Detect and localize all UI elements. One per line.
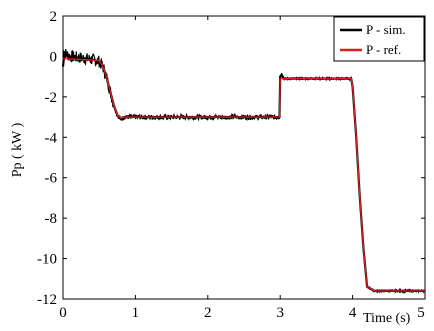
legend-label-ref: P - ref. [366,42,401,57]
series-layer [61,48,426,295]
x-tick-label: 4 [349,305,357,321]
legend: P - sim. P - ref. [333,16,425,62]
series-line-ref [62,57,425,292]
y-tick-label: -6 [45,171,58,187]
y-axis-label: Pp ( kW ) [10,122,25,177]
y-tick-label: -8 [45,211,58,227]
x-tick-label: 0 [59,305,67,321]
x-axis-label: Time (s) [363,311,411,326]
x-tick-label: 5 [417,305,425,321]
legend-box [333,16,425,62]
plot-area-frame [62,15,426,300]
x-tick-label: 2 [204,305,212,321]
y-tick-label: -12 [37,292,57,308]
y-tick-label: -4 [45,130,58,146]
x-tick-label: 1 [132,305,140,321]
y-tick-label: 0 [50,49,58,65]
y-tick-label: -10 [37,252,57,268]
axis-ticks: 0 1 2 3 4 5 2 0 -2 -4 -6 -8 -10 -12 [37,9,426,321]
x-tick-label: 3 [276,305,284,321]
y-tick-label: -2 [45,90,58,106]
x-axis-label-bg [360,308,418,326]
legend-label-sim: P - sim. [366,22,406,37]
y-tick-label: 2 [50,9,58,25]
series-line-sim [61,50,425,293]
series-sim-noise [62,48,426,295]
